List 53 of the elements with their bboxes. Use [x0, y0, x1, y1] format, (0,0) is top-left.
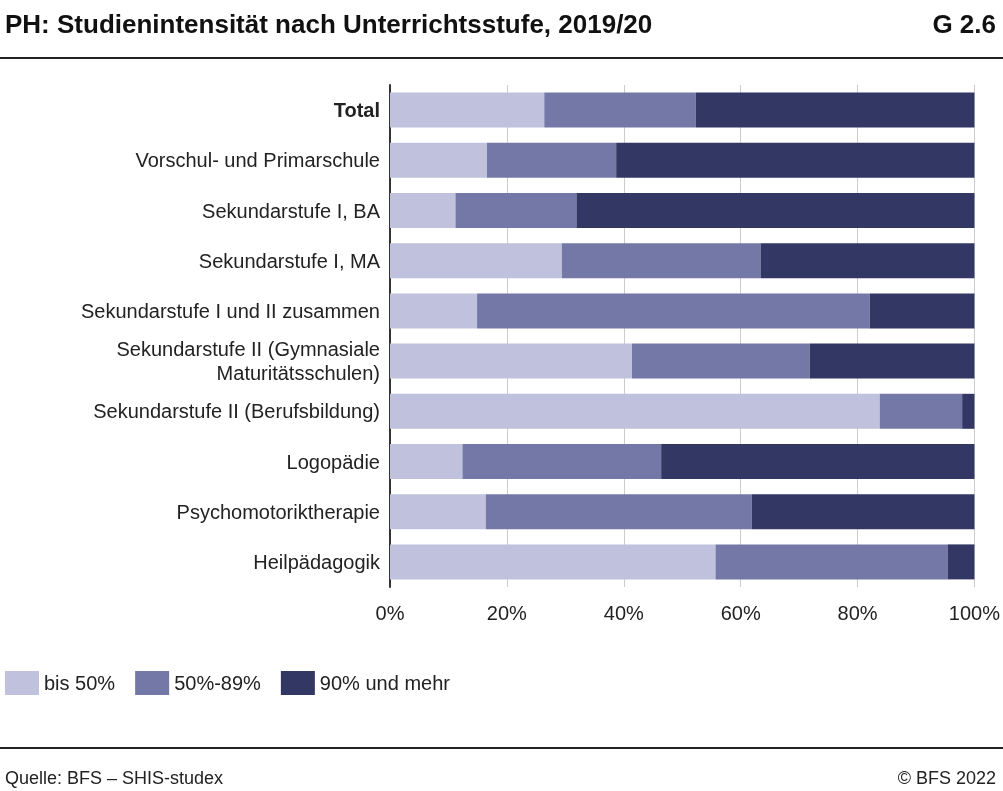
- y-tick-label: Sekundarstufe II (Berufsbildung): [93, 400, 380, 423]
- chart-title: PH: Studienintensität nach Unterrichtsstufe, 2019/20: [5, 9, 653, 39]
- x-tick-label: 40%: [603, 602, 644, 624]
- bar: [390, 544, 716, 580]
- bar: [390, 193, 456, 228]
- y-tick-label: Sekundarstufe I, BA: [202, 199, 381, 222]
- bar: [576, 193, 975, 228]
- y-tick-label: Logopädie: [286, 450, 380, 473]
- bar: [390, 393, 880, 429]
- bar: [809, 343, 975, 379]
- bar: [661, 444, 975, 479]
- y-tick-label: Total: [333, 99, 380, 122]
- y-tick-label: Psychomotoriktherapie: [176, 500, 380, 523]
- legend-label: bis 50%: [44, 672, 116, 694]
- bar: [616, 142, 975, 178]
- bar: [487, 142, 617, 178]
- bar: [390, 92, 545, 128]
- bar: [390, 243, 562, 279]
- bar: [544, 92, 696, 128]
- bar: [390, 142, 488, 178]
- bar: [869, 293, 975, 329]
- y-tick-label: Sekundarstufe II (Gymnasiale Maturitätsschulen): [116, 338, 380, 385]
- bar: [390, 444, 463, 479]
- x-tick-label: 100%: [948, 602, 1001, 624]
- bar: [390, 494, 486, 530]
- bar: [631, 343, 810, 379]
- source-note: Quelle: BFS – SHIS-studex: [5, 768, 224, 788]
- x-tick-label: 80%: [837, 602, 878, 624]
- bar: [477, 293, 870, 329]
- bar: [751, 494, 975, 530]
- x-tick-label: 60%: [720, 602, 761, 624]
- bar: [455, 193, 577, 228]
- bar: [715, 544, 948, 580]
- bar: [390, 343, 632, 379]
- x-tick-label: 20%: [486, 602, 528, 624]
- y-tick-label: Heilpädagogik: [253, 550, 381, 573]
- bar: [462, 444, 662, 479]
- legend-label: 50%-89%: [174, 672, 262, 694]
- bar: [695, 92, 975, 128]
- x-tick-label: 0%: [375, 602, 405, 624]
- legend-label: 90% und mehr: [319, 672, 451, 694]
- text: © BFS 2022: [897, 768, 997, 788]
- y-tick-label: Sekundarstufe I und II zusammen: [80, 299, 380, 322]
- bar: [485, 494, 752, 530]
- text: G 2.6: [932, 9, 996, 39]
- bar: [962, 393, 975, 429]
- bar: [390, 293, 478, 329]
- bar: [561, 243, 761, 279]
- y-tick-label: Sekundarstufe I, MA: [198, 249, 381, 272]
- y-tick-label: Vorschul- und Primarschule: [135, 149, 380, 172]
- bar: [947, 544, 975, 580]
- bar: [879, 393, 963, 429]
- bar: [760, 243, 975, 279]
